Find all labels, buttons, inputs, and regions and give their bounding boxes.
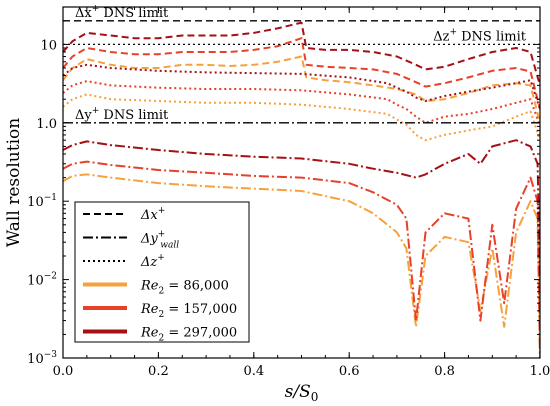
series-dy_wall-re297000 [63,139,540,280]
legend-label: Re2 = 86,000 [140,279,229,297]
x-tick-label: 0.2 [148,364,169,379]
dns-limit-label: Δx+ DNS limit [75,4,169,21]
y-tick-label: 10−3 [27,350,57,367]
y-axis-label: Wall resolution [4,118,24,247]
series-dy_wall-re157000 [63,160,540,358]
x-tick-label: 0.4 [243,364,264,379]
series-dy_wall-re86000 [63,173,540,358]
x-axis-label: s/S0 [285,382,319,404]
x-tick-label: 0.6 [339,364,360,379]
y-tick-label: 10−2 [27,272,57,289]
x-tick-label: 0.8 [434,364,455,379]
series-dx-re86000 [63,55,540,124]
dns-limit-label: Δz+ DNS limit [433,27,527,44]
legend-box [74,201,250,343]
legend-label: Δx+ [140,206,165,223]
dns-limit-label-bg [71,107,187,121]
x-tick-label: 0.0 [53,364,74,379]
y-tick-label: 1.0 [36,117,57,132]
legend-label: Δz+ [140,253,165,270]
legend: Δx+ Δy+ wall Δz+ Re2 = 86,000 Re2 = 157,000 Re… [74,201,250,344]
y-tick-label: 10−1 [27,193,57,210]
legend-label: Re2 = 157,000 [140,302,237,320]
dns-limit-label-bg [415,29,531,43]
series-dx-re157000 [63,37,540,110]
y-tick-label: 10 [40,38,57,53]
legend-label: Re2 = 297,000 [140,326,237,344]
x-tick-label: 1.0 [530,364,550,379]
legend-label: Δy+ wall [140,230,179,251]
series-dx-re297000 [63,21,540,86]
dns-limit-label: Δy+ DNS limit [75,106,169,123]
